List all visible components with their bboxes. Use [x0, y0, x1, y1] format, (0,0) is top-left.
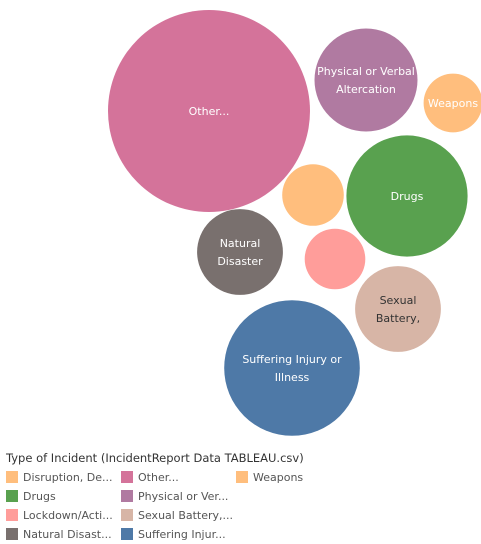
- legend-item[interactable]: Lockdown/Acti...: [6, 507, 121, 523]
- legend-label: Suffering Injur...: [138, 527, 226, 541]
- bubble-label-suffering-injury-or-illness: Suffering Injury or Illness: [242, 353, 342, 384]
- legend-label: Natural Disast...: [23, 527, 112, 541]
- legend-label: Lockdown/Acti...: [23, 508, 113, 522]
- legend-item: [236, 507, 351, 523]
- bubble-label-drugs: Drugs: [391, 190, 424, 203]
- legend-swatch: [121, 471, 133, 483]
- legend-swatch: [121, 490, 133, 502]
- legend-item[interactable]: Sexual Battery,...: [121, 507, 236, 523]
- bubble-natural-disaster[interactable]: [197, 209, 283, 295]
- legend-item[interactable]: Drugs: [6, 488, 121, 504]
- legend-label: Disruption, De...: [23, 470, 113, 484]
- legend-item[interactable]: Disruption, De...: [6, 469, 121, 485]
- legend-swatch: [236, 471, 248, 483]
- legend-label: Physical or Ver...: [138, 489, 229, 503]
- bubble-label-natural-disaster: Natural Disaster: [217, 237, 263, 268]
- bubble-label-sexual-battery: Sexual Battery,: [376, 294, 420, 325]
- legend-label: Other...: [138, 470, 179, 484]
- legend-item[interactable]: Natural Disast...: [6, 526, 121, 542]
- legend: Type of Incident (IncidentReport Data TA…: [6, 451, 476, 542]
- bubble-chart: Other... Suffering Injury or Illness Drugs P…: [108, 10, 481, 436]
- legend-title: Type of Incident (IncidentReport Data TA…: [6, 451, 304, 465]
- legend-item: [236, 488, 351, 504]
- bubble-drugs[interactable]: [346, 135, 468, 257]
- legend-item: [236, 526, 351, 542]
- legend-swatch: [6, 509, 18, 521]
- bubble-disruption-de[interactable]: [282, 164, 344, 226]
- legend-grid: Disruption, De... Other... Weapons Drugs Phy…: [6, 469, 476, 542]
- legend-swatch: [6, 471, 18, 483]
- legend-swatch: [6, 528, 18, 540]
- legend-swatch: [121, 509, 133, 521]
- bubble-weapons[interactable]: [423, 73, 481, 133]
- bubble-label-weapons: Weapons: [428, 97, 478, 110]
- legend-item[interactable]: Physical or Ver...: [121, 488, 236, 504]
- bubble-physical-or-verbal-altercation[interactable]: [314, 28, 418, 132]
- bubble-label-other: Other...: [189, 105, 230, 118]
- bubble-label-physical-or-verbal-altercation: Physical or Verbal Altercation: [317, 65, 415, 96]
- legend-label: Sexual Battery,...: [138, 508, 234, 522]
- legend-item[interactable]: Weapons: [236, 469, 351, 485]
- legend-item[interactable]: Other...: [121, 469, 236, 485]
- legend-item[interactable]: Suffering Injur...: [121, 526, 236, 542]
- bubble-lockdown-acti[interactable]: [304, 228, 366, 290]
- bubble-suffering-injury-or-illness[interactable]: [224, 300, 360, 436]
- legend-swatch: [6, 490, 18, 502]
- legend-label: Drugs: [23, 489, 56, 503]
- legend-label: Weapons: [253, 470, 304, 484]
- bubble-sexual-battery[interactable]: [355, 266, 441, 352]
- bubble-other[interactable]: [108, 10, 310, 212]
- legend-swatch: [121, 528, 133, 540]
